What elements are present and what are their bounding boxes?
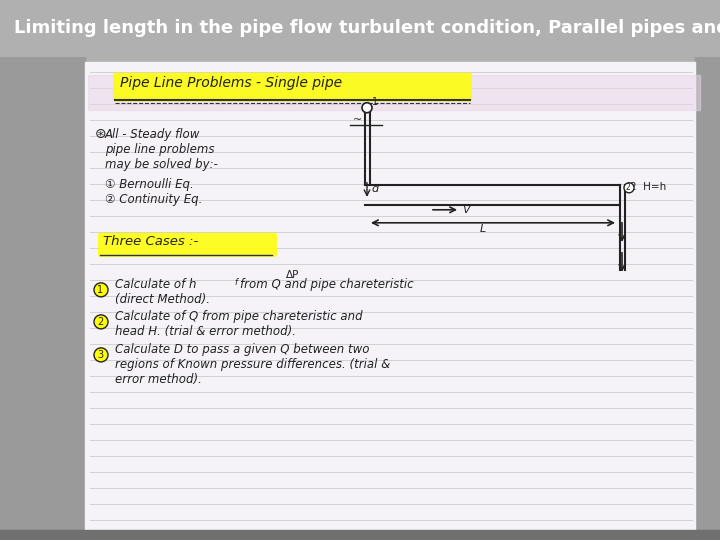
Text: d: d	[371, 184, 378, 194]
FancyBboxPatch shape	[113, 73, 472, 102]
Text: may be solved by:-: may be solved by:-	[105, 158, 218, 171]
Text: 2: 2	[626, 183, 631, 192]
Text: 1: 1	[372, 97, 378, 107]
Circle shape	[94, 315, 108, 329]
Text: ① Bernoulli Eq.: ① Bernoulli Eq.	[105, 178, 194, 191]
Text: Pipe Line Problems - Single pipe: Pipe Line Problems - Single pipe	[120, 76, 342, 90]
Text: All - Steady flow: All - Steady flow	[105, 128, 200, 141]
Text: 3: 3	[97, 350, 103, 360]
Circle shape	[362, 103, 372, 113]
Bar	[88, 75, 700, 110]
FancyBboxPatch shape	[98, 233, 277, 257]
Text: V: V	[462, 205, 469, 215]
Text: L: L	[480, 224, 486, 234]
Text: head H. (trial & error method).: head H. (trial & error method).	[115, 325, 296, 338]
Circle shape	[624, 183, 634, 193]
Text: f: f	[234, 278, 237, 287]
Circle shape	[94, 283, 108, 297]
Bar	[695, 57, 720, 540]
Bar	[0, 530, 720, 540]
Text: Three Cases :-: Three Cases :-	[103, 235, 198, 248]
Text: ② Continuity Eq.: ② Continuity Eq.	[105, 193, 202, 206]
Text: Calculate of h: Calculate of h	[115, 278, 197, 291]
Text: ~: ~	[353, 114, 362, 125]
Text: pipe line problems: pipe line problems	[105, 143, 215, 156]
Text: Calculate D to pass a given Q between two: Calculate D to pass a given Q between tw…	[115, 343, 369, 356]
Circle shape	[94, 348, 108, 362]
Bar	[85, 62, 695, 535]
Text: regions of Known pressure differences. (trial &: regions of Known pressure differences. (…	[115, 358, 390, 371]
Text: 2: 2	[97, 317, 103, 327]
Text: 1: 1	[97, 285, 103, 295]
Text: Limiting length in the pipe flow turbulent condition, Parallel pipes and branchi: Limiting length in the pipe flow turbule…	[14, 19, 720, 37]
Text: 2  H=h: 2 H=h	[630, 182, 666, 192]
Text: ⊛: ⊛	[95, 127, 107, 141]
Text: from Q and pipe chareteristic: from Q and pipe chareteristic	[240, 278, 413, 291]
Text: error method).: error method).	[115, 373, 202, 386]
Text: ΔP: ΔP	[286, 270, 300, 280]
Bar	[0, 57, 85, 540]
Text: Calculate of Q from pipe chareteristic and: Calculate of Q from pipe chareteristic a…	[115, 310, 363, 323]
Text: (direct Method).: (direct Method).	[115, 293, 210, 306]
